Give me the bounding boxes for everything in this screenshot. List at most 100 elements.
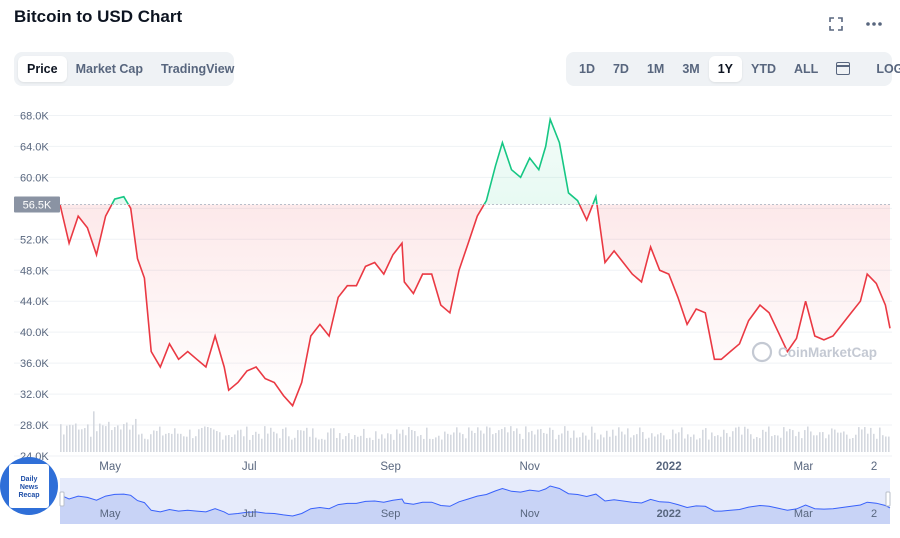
volume-bar	[501, 428, 503, 452]
y-tick-label: 44.0K	[20, 296, 49, 308]
dots-glyph	[866, 22, 882, 26]
volume-bar	[507, 432, 509, 452]
volume-bar	[822, 432, 824, 452]
volume-bar	[366, 438, 368, 452]
volume-bar	[783, 427, 785, 452]
navigator-tick-label: May	[100, 508, 121, 520]
more-options-icon[interactable]	[862, 12, 886, 36]
volume-bar	[228, 434, 230, 452]
volume-bar	[351, 439, 353, 452]
volume-bar	[105, 426, 107, 452]
volume-bar	[849, 438, 851, 452]
volume-bar	[267, 433, 269, 452]
volume-bar	[762, 429, 764, 452]
volume-bar	[585, 435, 587, 452]
tab-market-cap[interactable]: Market Cap	[75, 62, 143, 76]
range-1y[interactable]: 1Y	[708, 56, 743, 82]
y-tick-label: 60.0K	[20, 172, 49, 184]
volume-bar	[240, 429, 242, 452]
date-picker-button[interactable]	[827, 56, 859, 82]
volume-bar	[630, 437, 632, 452]
volume-bar	[765, 431, 767, 452]
volume-bar	[399, 433, 401, 452]
volume-bar	[603, 437, 605, 452]
watermark-text: CoinMarketCap	[778, 345, 877, 360]
volume-bar	[474, 433, 476, 452]
volume-bar	[471, 430, 473, 452]
volume-bar	[879, 427, 881, 452]
volume-bar	[207, 427, 209, 452]
volume-bar	[729, 436, 731, 452]
volume-bar	[87, 424, 89, 452]
volume-bar	[342, 439, 344, 452]
price-area	[60, 119, 890, 406]
volume-bar	[396, 429, 398, 452]
volume-bar	[90, 436, 92, 452]
volume-bar	[339, 433, 341, 452]
volume-bar	[858, 427, 860, 452]
volume-bar	[792, 430, 794, 452]
volume-bar	[444, 431, 446, 452]
fullscreen-icon[interactable]	[824, 12, 848, 36]
range-1d[interactable]: 1D	[579, 62, 595, 76]
volume-bar	[258, 433, 260, 452]
calendar-icon	[836, 62, 851, 75]
tab-price[interactable]: Price	[18, 56, 67, 82]
volume-bar	[495, 433, 497, 452]
volume-bar	[600, 434, 602, 452]
volume-bar	[777, 435, 779, 452]
volume-bar	[315, 437, 317, 452]
volume-bar	[690, 436, 692, 452]
volume-bar	[570, 437, 572, 452]
volume-bar	[876, 438, 878, 452]
log-scale-toggle[interactable]: LOG	[876, 62, 900, 76]
range-ytd[interactable]: YTD	[751, 62, 777, 76]
range-7d[interactable]: 7D	[612, 62, 629, 76]
volume-bar	[126, 422, 128, 452]
volume-bar	[678, 432, 680, 452]
range-all[interactable]: ALL	[794, 62, 819, 76]
range-navigator[interactable]: May Jul Sep Nov 2022 Mar 2	[59, 478, 891, 524]
volume-bar	[210, 427, 212, 452]
volume-bar	[816, 435, 818, 452]
badge-line: Daily	[20, 476, 38, 483]
navigator-tick-label: Sep	[381, 508, 401, 520]
range-1m[interactable]: 1M	[646, 62, 665, 76]
volume-bar	[885, 436, 887, 452]
volume-bar	[813, 435, 815, 452]
volume-bar	[180, 433, 182, 452]
volume-bar	[423, 438, 425, 452]
volume-bar	[483, 433, 485, 452]
volume-bar	[837, 432, 839, 452]
volume-bar	[825, 438, 827, 452]
volume-bar	[75, 423, 77, 452]
volume-bar	[147, 439, 149, 452]
range-3m[interactable]: 3M	[682, 62, 700, 76]
y-axis: 24.0K28.0K32.0K36.0K40.0K44.0K48.0K52.0K…	[20, 110, 49, 463]
volume-bar	[759, 438, 761, 452]
x-tick-label: 2	[871, 461, 877, 473]
volume-bar	[387, 433, 389, 452]
volume-bar	[579, 437, 581, 452]
volume-bar	[588, 439, 590, 452]
volume-bar	[831, 428, 833, 452]
volume-bar	[111, 430, 113, 452]
volume-bar	[795, 436, 797, 452]
volume-bar	[369, 437, 371, 452]
volume-bar	[558, 434, 560, 452]
volume-bar	[594, 432, 596, 452]
volume-bar	[72, 425, 74, 452]
volume-bar	[162, 435, 164, 452]
volume-bar	[333, 428, 335, 452]
volume-bar	[141, 433, 143, 452]
volume-bar	[846, 434, 848, 452]
volume-bar	[531, 430, 533, 452]
volume-bar	[63, 434, 65, 452]
volume-bar	[372, 439, 374, 452]
volume-bar	[717, 435, 719, 452]
volume-bar	[798, 431, 800, 452]
volume-bar	[621, 431, 623, 452]
tab-tradingview[interactable]: TradingView	[160, 62, 235, 76]
volume-bar	[861, 429, 863, 452]
